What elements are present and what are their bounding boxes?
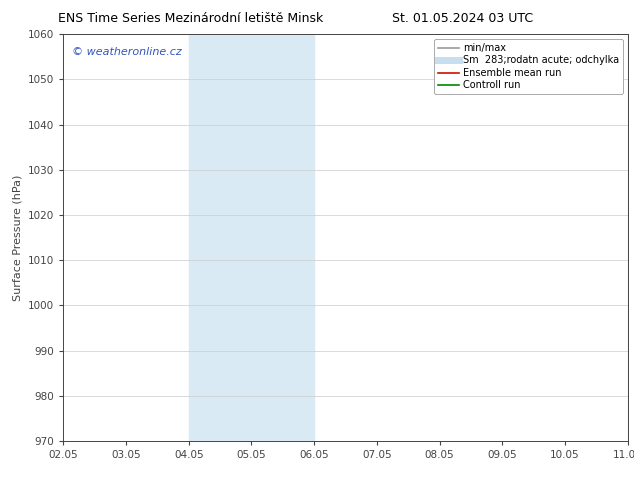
Text: ENS Time Series Mezinárodní letiště Minsk: ENS Time Series Mezinárodní letiště Mins…	[58, 12, 323, 25]
Text: St. 01.05.2024 03 UTC: St. 01.05.2024 03 UTC	[392, 12, 533, 25]
Bar	[628, 34, 634, 441]
Text: © weatheronline.cz: © weatheronline.cz	[72, 47, 181, 56]
Bar	[189, 34, 314, 441]
Legend: min/max, Sm  283;rodatn acute; odchylka, Ensemble mean run, Controll run: min/max, Sm 283;rodatn acute; odchylka, …	[434, 39, 623, 94]
Y-axis label: Surface Pressure (hPa): Surface Pressure (hPa)	[13, 174, 23, 301]
